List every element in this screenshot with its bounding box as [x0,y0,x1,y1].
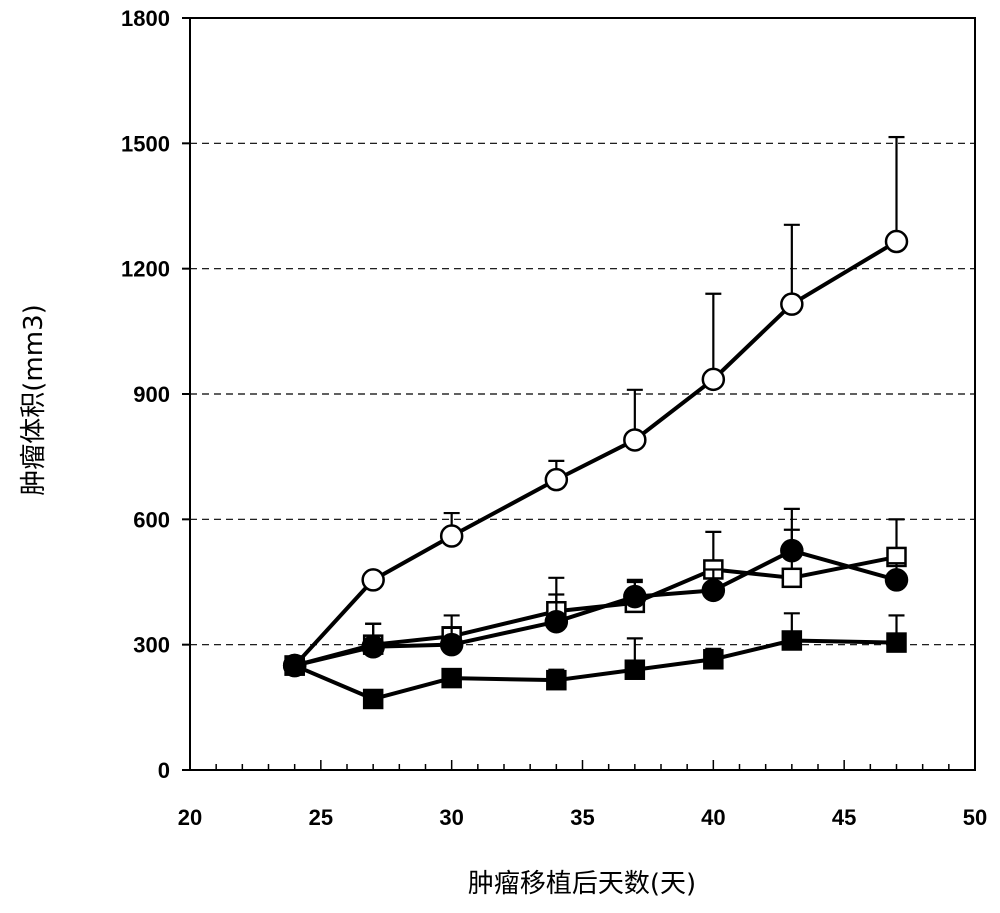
series-layer [284,137,907,708]
data-point [364,690,382,708]
series-filled-circle [284,530,907,676]
y-tick-label-900: 900 [133,382,170,407]
data-point [704,650,722,668]
x-tick-label-35: 35 [570,805,594,830]
y-tick-label-1200: 1200 [121,257,170,282]
data-point [886,231,907,252]
x-tick-label-50: 50 [963,805,987,830]
y-tick-label-0: 0 [158,758,170,783]
data-point [781,294,802,315]
data-point [363,569,384,590]
plot-frame [190,18,975,770]
y-tick-label-300: 300 [133,633,170,658]
x-tick-label-25: 25 [309,805,333,830]
x-tick-label-40: 40 [701,805,725,830]
series-filled-square [286,613,906,708]
x-tick-label-30: 30 [439,805,463,830]
series-line-open-circle [295,242,897,666]
data-point [703,369,724,390]
data-point [783,631,801,649]
y-tick-label-1500: 1500 [121,131,170,156]
data-point [441,634,462,655]
data-point [441,526,462,547]
data-point [886,569,907,590]
series-line-filled-square [295,640,897,698]
y-tick-label-1800: 1800 [121,6,170,31]
data-point [703,580,724,601]
data-point [443,669,461,687]
x-tick-labels: 20 25 30 35 40 45 50 [178,805,987,830]
data-point [783,569,801,587]
y-axis-title: 肿瘤体积(mm3) [19,304,49,495]
y-tick-label-600: 600 [133,507,170,532]
y-tick-labels: 0 300 600 900 1200 1500 1800 [121,6,170,783]
data-point [363,636,384,657]
data-point [781,540,802,561]
x-tick-label-45: 45 [832,805,856,830]
data-point [626,661,644,679]
data-point [888,634,906,652]
data-point [624,429,645,450]
data-point [624,586,645,607]
x-axis-title: 肿瘤移植后天数(天) [468,869,696,899]
data-point [546,469,567,490]
series-open-circle [284,137,907,676]
series-line-filled-circle [295,551,897,666]
data-point [547,671,565,689]
data-point [546,611,567,632]
data-point [286,657,304,675]
x-tick-label-20: 20 [178,805,202,830]
